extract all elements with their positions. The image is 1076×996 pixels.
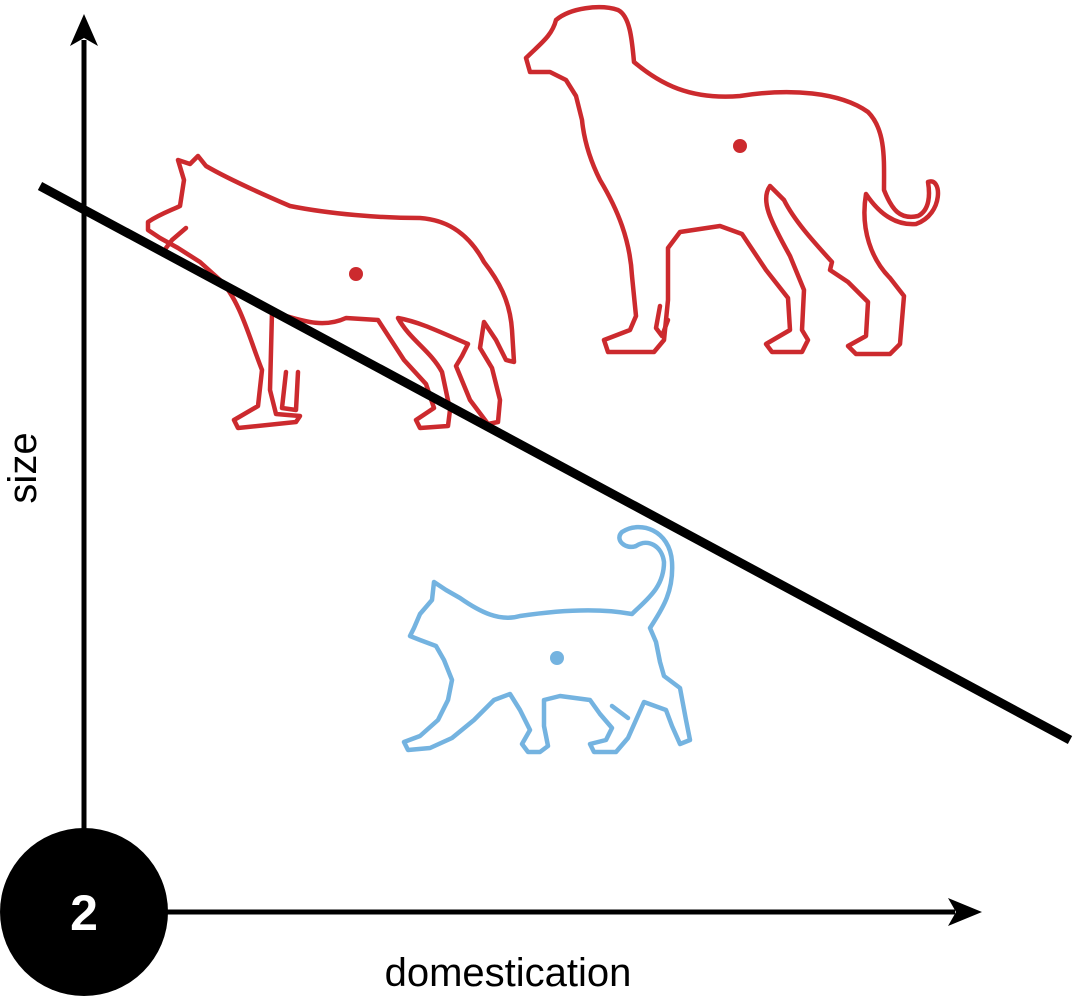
wolf-point: [349, 267, 363, 281]
x-axis-arrowhead: [948, 898, 982, 926]
y-axis-arrowhead: [70, 14, 98, 46]
x-axis: [165, 898, 982, 926]
dog-icon: [523, 5, 941, 357]
step-badge-number: 2: [70, 885, 98, 941]
x-axis-label: domestication: [385, 951, 632, 995]
wolf-icon: [145, 153, 517, 431]
decision-boundary-line: [37, 182, 1073, 744]
step-badge: 2: [0, 828, 168, 996]
cat-point: [550, 651, 564, 665]
y-axis: [70, 14, 98, 830]
cat-icon: [401, 524, 693, 755]
dog-point: [733, 139, 747, 153]
y-axis-label: size: [1, 432, 45, 503]
